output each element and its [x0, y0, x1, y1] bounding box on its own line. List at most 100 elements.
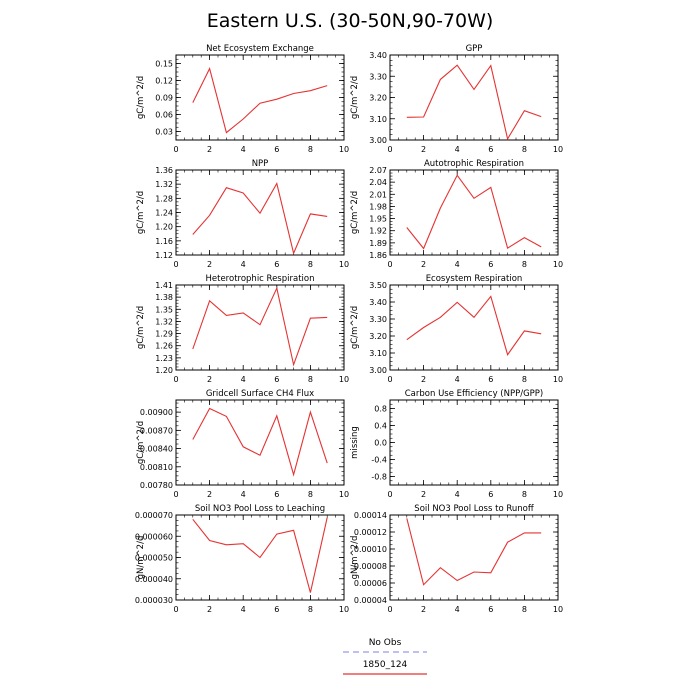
series-line	[192, 407, 328, 477]
y-tick-label: 0.8	[374, 405, 387, 414]
y-tick-label: 0.00008	[354, 562, 387, 571]
y-tick-label: 0.000040	[135, 575, 173, 584]
x-tick-label: 0	[387, 605, 392, 614]
series-line	[192, 286, 328, 367]
x-tick-label: 4	[241, 605, 246, 614]
y-tick-label: 2.01	[369, 190, 387, 199]
x-tick-label: 8	[522, 145, 527, 154]
x-tick-label: 0	[173, 260, 178, 269]
y-tick-label: 1.89	[369, 239, 387, 248]
panel-title: Carbon Use Efficiency (NPP/GPP)	[405, 389, 544, 399]
y-tick-label: 0.12	[155, 77, 173, 86]
y-tick-label: 3.10	[369, 349, 387, 358]
x-tick-label: 10	[553, 375, 563, 384]
series-line	[192, 182, 328, 255]
series-line	[406, 518, 542, 586]
chart-panel: Soil NO3 Pool Loss to Leaching 0 2 4 6 8 10 0.0…	[135, 504, 349, 614]
x-tick-label: 0	[173, 490, 178, 499]
y-tick-label: 0.000030	[135, 596, 173, 605]
y-tick-label: 1.41	[155, 281, 173, 290]
x-tick-label: 10	[339, 145, 349, 154]
x-tick-label: 10	[553, 605, 563, 614]
y-tick-label: 1.36	[155, 166, 173, 175]
x-tick-label: 6	[488, 260, 493, 269]
y-tick-label: 1.86	[369, 251, 387, 260]
x-tick-label: 6	[274, 145, 279, 154]
panel-title: NPP	[252, 159, 269, 169]
x-tick-label: 10	[339, 605, 349, 614]
panel-title: Net Ecosystem Exchange	[206, 44, 314, 54]
x-tick-label: 8	[522, 260, 527, 269]
x-tick-label: 2	[207, 490, 212, 499]
y-axis-label: gC/m^2/d	[350, 76, 360, 119]
x-tick-label: 0	[387, 145, 392, 154]
x-tick-label: 8	[308, 260, 313, 269]
panel-title: Heterotrophic Respiration	[206, 274, 315, 284]
x-tick-label: 6	[488, 145, 493, 154]
x-tick-label: 8	[308, 375, 313, 384]
x-tick-label: 2	[421, 605, 426, 614]
y-tick-label: 1.16	[155, 237, 173, 246]
x-tick-label: 8	[522, 375, 527, 384]
y-tick-label: 0.000060	[135, 532, 173, 541]
x-tick-label: 8	[522, 605, 527, 614]
y-tick-label: 2.07	[369, 166, 387, 175]
x-tick-label: 6	[274, 375, 279, 384]
y-tick-label: -0.8	[371, 473, 387, 482]
y-tick-label: 0.03	[155, 128, 173, 137]
y-axis-label: gN/m^2/d	[136, 536, 146, 580]
y-tick-label: 3.00	[369, 136, 387, 145]
series-line	[192, 517, 328, 593]
x-tick-label: 2	[421, 490, 426, 499]
chart-panel: Carbon Use Efficiency (NPP/GPP) 0 2 4 6 8 10 -0…	[350, 389, 563, 499]
panel-title: Autotrophic Respiration	[424, 159, 524, 169]
x-tick-label: 4	[241, 375, 246, 384]
y-tick-label: 0.00004	[354, 596, 387, 605]
y-tick-label: 0.00010	[354, 545, 387, 554]
x-tick-label: 0	[387, 490, 392, 499]
x-tick-label: 8	[308, 605, 313, 614]
y-tick-label: 0.00780	[140, 481, 173, 490]
y-tick-label: 1.29	[155, 330, 173, 339]
series-line	[406, 174, 542, 250]
y-tick-label: 0.00014	[354, 511, 387, 520]
y-tick-label: 1.26	[155, 342, 173, 351]
chart-panel: Autotrophic Respiration 0 2 4 6 8 10 1.86 1.89 1.…	[350, 159, 563, 269]
chart-panel: Heterotrophic Respiration 0 2 4 6 8 10 1.20 1.23…	[136, 274, 349, 384]
x-tick-label: 4	[241, 490, 246, 499]
series-line	[192, 67, 328, 134]
x-tick-label: 10	[553, 490, 563, 499]
x-tick-label: 10	[339, 260, 349, 269]
x-tick-label: 10	[553, 145, 563, 154]
plot-frame	[175, 399, 345, 486]
x-tick-label: 2	[207, 145, 212, 154]
chart-panel: Ecosystem Respiration 0 2 4 6 8 10 3.00 3.10 3.20…	[350, 274, 563, 384]
y-tick-label: 3.40	[369, 298, 387, 307]
chart-panel: NPP 0 2 4 6 8 10 1.12 1.16 1.20 1.24 1.28 1.32 1.36 gC…	[136, 159, 349, 269]
x-tick-label: 10	[339, 375, 349, 384]
x-tick-label: 4	[241, 260, 246, 269]
y-tick-label: 0.000070	[135, 511, 173, 520]
y-tick-label: 1.23	[155, 354, 173, 363]
y-tick-label: 0.00810	[140, 463, 173, 472]
panel-title: Ecosystem Respiration	[426, 274, 523, 284]
x-tick-label: 2	[207, 260, 212, 269]
chart-panel: Gridcell Surface CH4 Flux 0 2 4 6 8 10 0.00780 0…	[136, 389, 349, 499]
panel-title: GPP	[466, 44, 483, 54]
x-tick-label: 0	[387, 260, 392, 269]
panel-title: Gridcell Surface CH4 Flux	[206, 389, 314, 399]
y-axis-label: gC/m^2/d	[136, 191, 146, 234]
y-tick-label: -0.4	[371, 456, 387, 465]
y-axis-label: gC/m^2/d	[350, 306, 360, 349]
plot-frame	[389, 514, 559, 601]
y-tick-label: 3.30	[369, 72, 387, 81]
x-tick-label: 6	[488, 490, 493, 499]
plot-frame	[389, 399, 559, 486]
x-tick-label: 6	[488, 375, 493, 384]
y-tick-label: 3.20	[369, 332, 387, 341]
y-tick-label: 3.10	[369, 115, 387, 124]
x-tick-label: 6	[274, 490, 279, 499]
y-tick-label: 0.00012	[354, 528, 387, 537]
y-tick-label: 0.15	[155, 60, 173, 69]
